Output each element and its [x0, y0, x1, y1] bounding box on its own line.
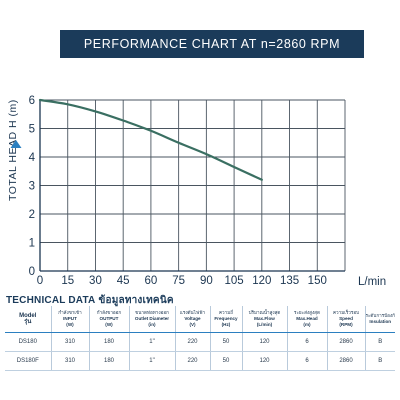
y-axis-arrow-icon [10, 140, 22, 148]
chart-title-banner: PERFORMANCE CHART AT n=2860 RPM [60, 30, 364, 58]
header-frequency: ความถี่ Frequency (Hz) [209, 306, 242, 333]
table-row: DS180 310 180 1" 220 50 120 6 2860 B [5, 332, 395, 352]
cell-outlet: 1" [128, 351, 175, 371]
x-tick-label: 135 [280, 275, 299, 287]
technical-data-table: Model รุ่น กำลังขาเข้า INPUT (W) กำลังขาออก… [5, 306, 395, 371]
header-input: กำลังขาเข้า INPUT (W) [50, 306, 89, 333]
y-tick-label: 5 [29, 124, 35, 136]
x-tick-label: 45 [117, 275, 130, 287]
y-tick-label: 6 [29, 95, 35, 107]
x-tick-label: 75 [172, 275, 185, 287]
cell-frequency: 50 [209, 332, 242, 352]
table-header-row: Model รุ่น กำลังขาเข้า INPUT (W) กำลังขาออก… [5, 306, 395, 333]
technical-data-title-en: TECHNICAL DATA [6, 295, 96, 306]
cell-speed: 2860 [326, 332, 365, 352]
x-tick-label: 90 [200, 275, 213, 287]
technical-data-title-th: ข้อมูลทางเทคนิค [98, 295, 174, 306]
cell-input: 310 [50, 332, 89, 352]
header-voltage: แรงดันไฟฟ้า Voltage (V) [174, 306, 210, 333]
cell-output: 180 [88, 351, 129, 371]
header-insulation: ระดับการป้องกัน Insulation [364, 306, 395, 333]
x-tick-label: 105 [224, 275, 243, 287]
header-speed: ความเร็วรอบ Speed (RPM) [326, 306, 365, 333]
cell-max-flow: 120 [241, 332, 287, 352]
chart-grid [40, 99, 346, 271]
cell-max-flow: 120 [241, 351, 287, 371]
x-axis-label: L/min [358, 276, 386, 288]
header-outlet: ขนาดท่อทางออก Outlet Diameter (in) [128, 306, 175, 333]
table-row: DS180F 310 180 1" 220 50 120 6 2860 B [5, 351, 395, 371]
header-model: Model รุ่น [5, 306, 51, 333]
cell-output: 180 [88, 332, 129, 352]
chart-series [38, 98, 263, 181]
y-tick-label: 4 [29, 152, 36, 164]
cell-frequency: 50 [209, 351, 242, 371]
cell-outlet: 1" [128, 332, 175, 352]
technical-data-title: TECHNICAL DATA ข้อมูลทางเทคนิค [6, 293, 174, 308]
cell-input: 310 [50, 351, 89, 371]
y-axis-label: TOTAL HEAD H (m) [7, 99, 19, 201]
x-tick-label: 15 [61, 275, 74, 287]
cell-model: DS180 [5, 332, 51, 352]
y-tick-label: 3 [29, 181, 35, 193]
header-max-head: ระยะส่งสูงสุด Max.Head (m) [286, 306, 327, 333]
chart-title: PERFORMANCE CHART AT n=2860 RPM [83, 37, 341, 51]
x-tick-label: 60 [145, 275, 158, 287]
cell-voltage: 220 [174, 332, 210, 352]
performance-curve [38, 98, 263, 181]
cell-max-head: 6 [286, 351, 327, 371]
y-tick-label: 1 [29, 238, 35, 250]
y-tick-label: 0 [29, 266, 35, 278]
cell-max-head: 6 [286, 332, 327, 352]
y-tick-label: 2 [29, 209, 35, 221]
header-max-flow: ปริมาณน้ำสูงสุด Max.Flow (L/min) [241, 306, 287, 333]
cell-speed: 2860 [326, 351, 365, 371]
x-tick-label: 30 [89, 275, 102, 287]
cell-insulation: B [364, 351, 395, 371]
cell-insulation: B [364, 332, 395, 352]
x-tick-label: 150 [308, 275, 327, 287]
cell-voltage: 220 [174, 351, 210, 371]
header-output: กำลังขาออก OUTPUT (W) [88, 306, 129, 333]
chart-axes [39, 100, 345, 272]
x-tick-label: 120 [252, 275, 271, 287]
x-tick-label: 0 [37, 275, 43, 287]
cell-model: DS180F [5, 351, 51, 371]
